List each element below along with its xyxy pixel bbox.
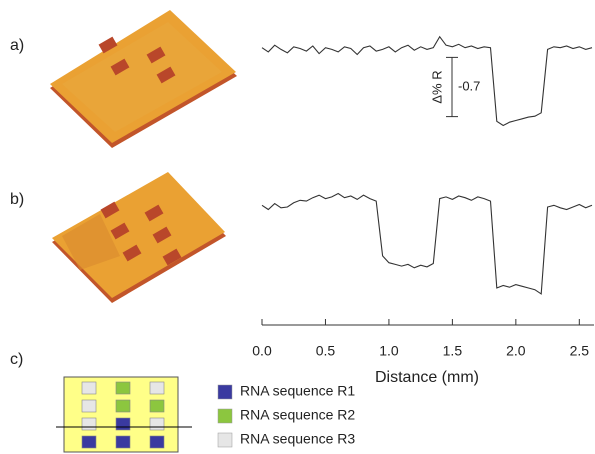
scale-bar-label: Δ% R xyxy=(429,70,444,103)
figure: a) b) c) xyxy=(0,0,595,454)
x-tick-label: 2.5 xyxy=(570,343,590,359)
trace-line xyxy=(262,37,592,126)
x-tick-label: 1.5 xyxy=(443,343,463,359)
panel-label: b) xyxy=(10,191,24,208)
legend-label: RNA sequence R1 xyxy=(240,383,355,399)
array-diagram xyxy=(56,377,192,452)
panel-label: c) xyxy=(10,351,23,368)
panel-label: a) xyxy=(10,37,24,54)
chip-image-b xyxy=(52,172,226,303)
chip-image-a xyxy=(50,10,237,148)
legend-swatch xyxy=(218,385,232,399)
legend-label: RNA sequence R2 xyxy=(240,407,355,423)
legend-label: RNA sequence R3 xyxy=(240,431,355,447)
x-tick-label: 0.0 xyxy=(252,343,272,359)
trace-line xyxy=(262,194,592,294)
x-tick-label: 0.5 xyxy=(316,343,336,359)
x-axis-label: Distance (mm) xyxy=(375,369,479,386)
x-tick-label: 2.0 xyxy=(506,343,526,359)
legend-swatch xyxy=(218,433,232,447)
scale-bar-value: -0.7 xyxy=(458,78,480,93)
x-tick-label: 1.0 xyxy=(379,343,399,359)
legend-swatch xyxy=(218,409,232,423)
